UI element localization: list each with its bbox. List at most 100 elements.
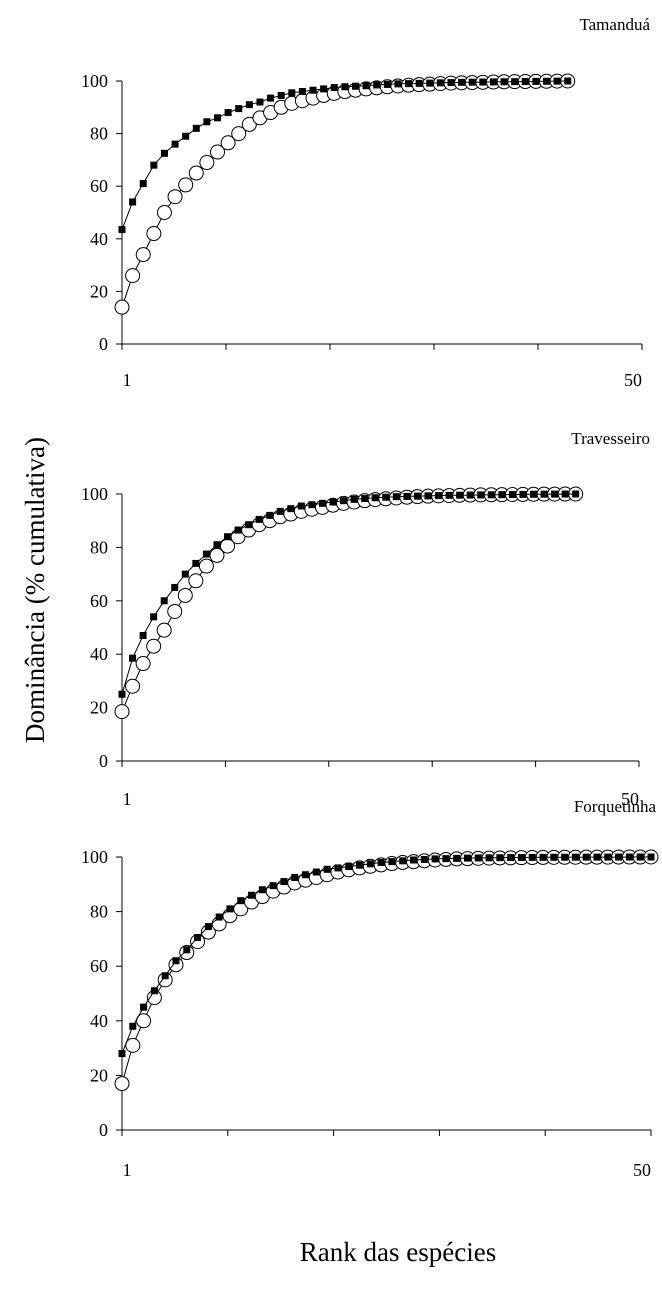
- data-point-square: [129, 1022, 137, 1030]
- data-point-circle: [125, 678, 141, 694]
- data-point-square: [553, 77, 561, 85]
- data-point-square: [267, 94, 275, 102]
- data-point-square: [330, 84, 338, 92]
- data-point-circle: [188, 573, 204, 589]
- data-point-square: [150, 161, 158, 169]
- data-point-square: [463, 854, 471, 862]
- data-point-square: [266, 511, 274, 519]
- data-point-square: [245, 101, 253, 109]
- y-tick-label: 80: [90, 537, 108, 557]
- data-point-square: [435, 492, 443, 500]
- data-point-square: [192, 559, 200, 567]
- series-filled-squares: [118, 490, 580, 698]
- data-point-square: [139, 180, 147, 188]
- data-point-square: [204, 923, 212, 931]
- data-point-circle: [135, 247, 151, 263]
- data-point-square: [474, 854, 482, 862]
- data-point-square: [345, 863, 353, 871]
- data-point-square: [160, 597, 168, 605]
- data-point-square: [202, 550, 210, 558]
- data-point-square: [500, 78, 508, 86]
- y-tick-label: 100: [81, 71, 108, 91]
- data-point-square: [213, 541, 221, 549]
- data-point-square: [456, 491, 464, 499]
- y-tick-label: 100: [81, 847, 108, 867]
- data-point-square: [572, 490, 580, 498]
- data-point-circle: [125, 1037, 141, 1053]
- y-tick-label: 0: [99, 1120, 108, 1140]
- data-point-square: [442, 855, 450, 863]
- y-tick-label: 60: [90, 176, 108, 196]
- data-point-square: [542, 77, 550, 85]
- data-point-square: [615, 853, 623, 861]
- data-point-square: [287, 505, 295, 513]
- data-point-square: [496, 854, 504, 862]
- series-filled-squares: [118, 77, 572, 234]
- data-point-square: [351, 82, 359, 90]
- data-point-circle: [135, 656, 151, 672]
- data-point-square: [532, 77, 540, 85]
- x-tick-label: 1: [123, 789, 132, 809]
- data-point-square: [383, 80, 391, 88]
- data-point-square: [593, 853, 601, 861]
- data-point-circle: [156, 205, 172, 220]
- data-point-square: [140, 1003, 148, 1011]
- chart-panel-2: Travesseiro 0 20 40 60 80 100 1 50: [81, 429, 650, 809]
- data-point-square: [129, 198, 137, 206]
- data-point-square: [234, 526, 242, 534]
- chart-panel-1: Tamanduá 0 20 40 60 80 100 1 50: [81, 15, 650, 390]
- data-point-square: [453, 854, 461, 862]
- data-point-square: [248, 891, 256, 899]
- y-tick-label: 20: [90, 281, 108, 301]
- data-point-circle: [178, 177, 194, 193]
- data-point-square: [118, 1050, 126, 1058]
- data-point-square: [334, 864, 342, 872]
- y-tick-label: 20: [90, 698, 108, 718]
- data-point-square: [171, 140, 179, 148]
- data-point-square: [312, 868, 320, 876]
- chart-panels: Tamanduá 0 20 40 60 80 100 1 50 Travesseiro 0 20 40 6…: [81, 15, 659, 1180]
- chart-title: Tamanduá: [579, 15, 650, 34]
- data-point-square: [320, 85, 328, 93]
- series-line: [121, 80, 568, 308]
- y-tick-label: 80: [90, 124, 108, 144]
- data-point-square: [298, 88, 306, 96]
- x-tick-label: 50: [624, 370, 642, 390]
- data-point-square: [308, 501, 316, 509]
- data-point-circle: [209, 547, 225, 563]
- data-point-square: [302, 871, 310, 879]
- data-point-square: [172, 957, 180, 965]
- data-point-square: [582, 853, 590, 861]
- data-point-square: [647, 853, 655, 861]
- data-point-square: [150, 987, 158, 995]
- x-tick-label: 1: [123, 1160, 132, 1180]
- data-point-square: [366, 860, 374, 868]
- data-point-square: [388, 858, 396, 866]
- data-point-circle: [114, 1076, 130, 1092]
- data-point-circle: [136, 1013, 152, 1029]
- data-point-square: [550, 853, 558, 861]
- data-point-square: [226, 905, 234, 913]
- data-point-square: [468, 78, 476, 86]
- x-tick-label: 50: [621, 789, 639, 809]
- data-point-square: [118, 226, 126, 234]
- data-point-square: [323, 865, 331, 873]
- data-point-square: [479, 78, 487, 86]
- y-tick-label: 20: [90, 1065, 108, 1085]
- data-point-circle: [231, 126, 247, 142]
- data-point-square: [447, 79, 455, 87]
- data-point-square: [477, 491, 485, 499]
- data-point-square: [571, 853, 579, 861]
- data-point-square: [373, 81, 381, 89]
- y-tick-label: 40: [90, 229, 108, 249]
- data-point-circle: [125, 268, 141, 284]
- chart-panel-3: Forquetinha 0 20 40 60 80 100 1 50: [81, 797, 659, 1180]
- series-line: [121, 856, 651, 1084]
- data-point-square: [203, 118, 211, 126]
- data-point-square: [561, 853, 569, 861]
- data-point-square: [224, 533, 232, 541]
- data-point-square: [340, 497, 348, 505]
- y-tick-label: 100: [81, 484, 108, 504]
- data-point-square: [118, 690, 126, 698]
